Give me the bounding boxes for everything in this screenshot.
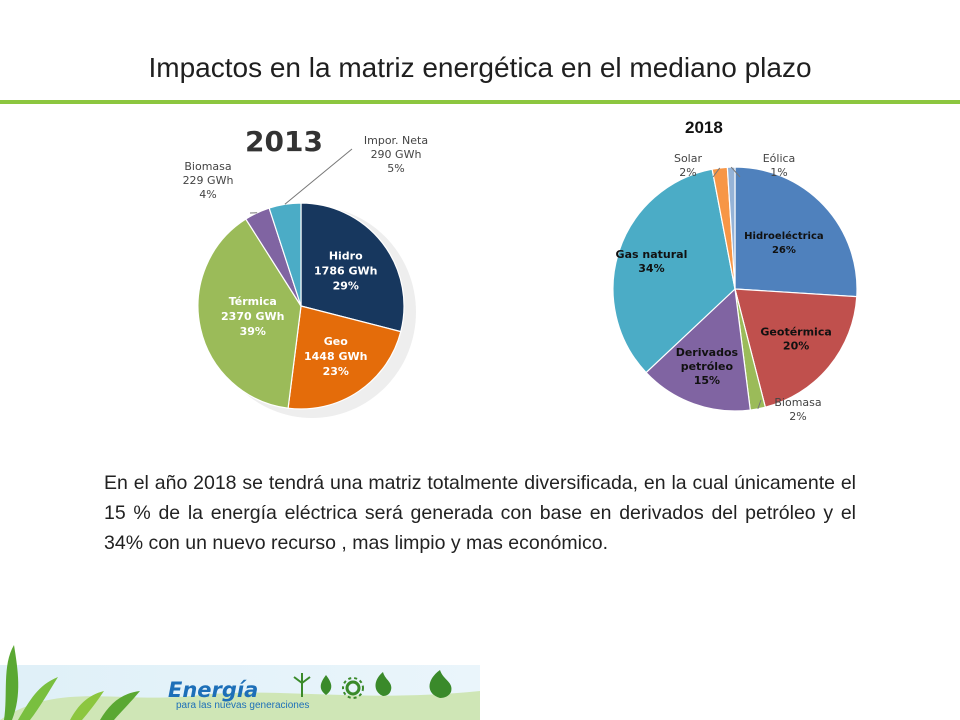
data-label-2013-geo: 23% — [323, 365, 349, 378]
data-label-2018-geotermica: 20% — [783, 340, 809, 353]
data-label-2013-hidro: 1786 GWh — [314, 264, 377, 277]
leader-line-2013-impor-neta — [284, 148, 353, 205]
data-label-2018-derivados-petroleo: petróleo — [681, 360, 734, 373]
data-label-2018-biomasa: 2% — [789, 410, 806, 423]
leaf-icon — [70, 691, 104, 720]
pie-slice-2018-geotermica — [734, 288, 858, 408]
data-label-2013-geo: 1448 GWh — [304, 350, 367, 363]
data-label-2018-solar: Solar — [674, 152, 703, 165]
chart-title-2018: 2018 — [685, 118, 723, 137]
wind-turbine-icon — [293, 673, 311, 697]
data-label-2013-termica: Térmica — [229, 295, 277, 308]
pie-chart-2018: 2018 Hidroeléctrica 26% Geotérmica 20% Bioma… — [595, 115, 895, 435]
pie-slice-2018-gas-natural — [612, 168, 736, 374]
data-label-2013-hidro: Hidro — [329, 249, 363, 262]
chart-title-2013: 2013 — [245, 125, 323, 158]
data-label-2018-biomasa: Biomasa — [774, 396, 821, 409]
leaf-icon — [4, 645, 19, 720]
leaf-icon — [18, 677, 58, 720]
pie-slice-2018-derivados-petroleo — [645, 287, 751, 412]
slide-title: Impactos en la matriz energética en el m… — [148, 52, 812, 83]
leader-line-2018-biomasa — [757, 399, 762, 410]
footer-tagline: para las nuevas generaciones — [176, 700, 310, 711]
leaf-icon — [100, 691, 140, 720]
data-label-2013-termica: 2370 GWh — [221, 310, 284, 323]
pie-2013-svg: Hidro 1786 GWh 29% Geo 1448 GWh 23% Térmica 237… — [183, 134, 428, 418]
footer-brand: Energía — [168, 678, 259, 702]
flame-icon — [375, 672, 392, 696]
pie-slice-2018-hidroelectrica — [734, 166, 858, 298]
body-paragraph: En el año 2018 se tendrá una matriz tota… — [104, 472, 856, 554]
data-label-2013-impor-neta: Impor. Neta — [364, 134, 428, 147]
leader-line-2018-eolica — [730, 166, 741, 178]
pie-slice-2013-hidro — [300, 202, 405, 333]
data-label-2013-termica: 39% — [240, 325, 266, 338]
title-divider — [0, 100, 960, 104]
leader-line-2018-solar — [712, 167, 721, 178]
data-label-2013-biomasa: 4% — [199, 188, 216, 201]
data-label-2018-geotermica: Geotérmica — [760, 326, 831, 339]
footer-graphic — [0, 645, 480, 720]
flame-icon — [429, 670, 452, 698]
data-label-2018-gas-natural: 34% — [638, 262, 664, 275]
data-label-2013-biomasa: 229 GWh — [183, 174, 234, 187]
footer-banner — [0, 625, 480, 720]
data-label-2018-gas-natural: Gas natural — [616, 248, 688, 261]
pie-2018-svg: Hidroeléctrica26%Geotérmica20%Biomasa2%D… — [612, 152, 858, 423]
data-label-2018-hidroelectrica: Hidroeléctrica — [744, 230, 824, 242]
sun-icon — [342, 677, 364, 699]
data-label-2018-eolica: 1% — [770, 166, 787, 179]
water-drop-icon — [320, 675, 332, 695]
data-label-2018-derivados-petroleo: 15% — [694, 374, 720, 387]
pie-slice-2013-geo — [287, 305, 402, 410]
data-label-2018-eolica: Eólica — [763, 152, 796, 165]
data-label-2018-derivados-petroleo: Derivados — [676, 346, 739, 359]
pie-chart-2013: 2013 Hidro 1786 GWh 29% Geo 1448 GWh 23% Térmi… — [160, 115, 460, 425]
data-label-2013-geo: Geo — [324, 335, 348, 348]
data-label-2013-impor-neta: 5% — [387, 162, 404, 175]
data-label-2013-biomasa: Biomasa — [184, 160, 231, 173]
data-label-2018-hidroelectrica: 26% — [772, 245, 796, 256]
pie-slice-2013-impor-neta — [268, 202, 302, 307]
data-label-2018-solar: 2% — [679, 166, 696, 179]
data-label-2013-hidro: 29% — [333, 279, 359, 292]
data-label-2013-impor-neta: 290 GWh — [371, 148, 422, 161]
